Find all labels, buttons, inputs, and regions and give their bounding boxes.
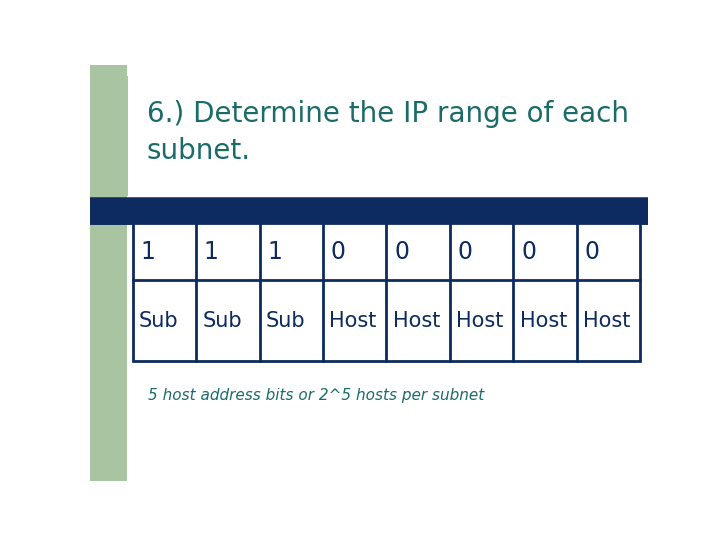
FancyBboxPatch shape [90,65,127,481]
Text: 0: 0 [458,240,472,264]
Text: Host: Host [520,311,567,331]
Text: 0: 0 [394,240,409,264]
Text: 0: 0 [585,240,600,264]
Text: 6.) Determine the IP range of each
subnet.: 6.) Determine the IP range of each subne… [147,100,629,165]
Text: Sub: Sub [202,311,242,331]
Text: Sub: Sub [266,311,305,331]
FancyBboxPatch shape [88,197,650,225]
Text: Sub: Sub [139,311,179,331]
FancyBboxPatch shape [127,76,600,195]
Text: 1: 1 [267,240,282,264]
Text: Host: Host [392,311,440,331]
Text: 1: 1 [204,240,219,264]
Text: Host: Host [329,311,377,331]
Text: 0: 0 [521,240,536,264]
Text: 1: 1 [140,240,156,264]
FancyBboxPatch shape [132,222,640,361]
Text: 0: 0 [330,240,346,264]
Text: Host: Host [456,311,503,331]
Text: Host: Host [583,311,631,331]
FancyBboxPatch shape [128,70,606,210]
Text: 5 host address bits or 2^5 hosts per subnet: 5 host address bits or 2^5 hosts per sub… [148,388,485,403]
